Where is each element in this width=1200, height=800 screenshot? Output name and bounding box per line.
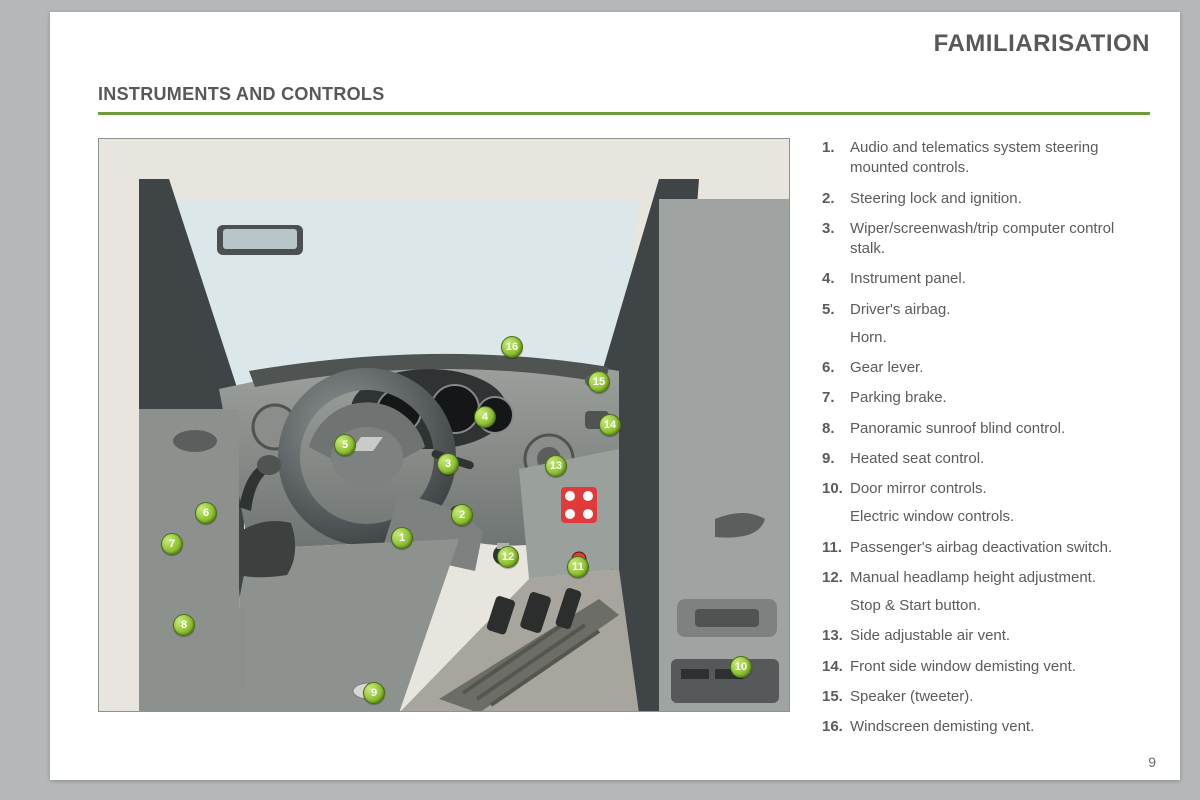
chapter-title: FAMILIARISATION bbox=[934, 30, 1150, 58]
figure-marker-9: 9 bbox=[363, 682, 385, 704]
list-item-text: Audio and telematics system steering mou… bbox=[850, 138, 1152, 179]
figure-marker-13: 13 bbox=[545, 455, 567, 477]
list-item: 13.Side adjustable air vent. bbox=[822, 626, 1152, 646]
figure-marker-8: 8 bbox=[173, 614, 195, 636]
list-item-number: 4. bbox=[822, 269, 850, 289]
list-item-text: Parking brake. bbox=[850, 388, 1152, 408]
list-item-subtext: Electric window controls. bbox=[850, 507, 1152, 527]
figure-marker-15: 15 bbox=[588, 371, 610, 393]
list-item: 7.Parking brake. bbox=[822, 388, 1152, 408]
car-interior-illustration bbox=[99, 139, 790, 712]
section-title: INSTRUMENTS AND CONTROLS bbox=[98, 84, 385, 105]
list-item-number: 6. bbox=[822, 358, 850, 378]
figure-marker-3: 3 bbox=[437, 453, 459, 475]
list-item-text: Driver's airbag. bbox=[850, 300, 1152, 320]
list-item: 11.Passenger's airbag deactivation switc… bbox=[822, 538, 1152, 558]
list-item-number: 8. bbox=[822, 419, 850, 439]
list-item-number: 15. bbox=[822, 687, 850, 707]
list-item-text: Door mirror controls. bbox=[850, 479, 1152, 499]
list-item-text: Heated seat control. bbox=[850, 449, 1152, 469]
figure-marker-4: 4 bbox=[474, 406, 496, 428]
list-item-text: Front side window demisting vent. bbox=[850, 657, 1152, 677]
figure-marker-16: 16 bbox=[501, 336, 523, 358]
figure-marker-14: 14 bbox=[599, 414, 621, 436]
figure-marker-12: 12 bbox=[497, 546, 519, 568]
figure-marker-7: 7 bbox=[161, 533, 183, 555]
list-item: 6.Gear lever. bbox=[822, 358, 1152, 378]
list-item-number: 3. bbox=[822, 219, 850, 260]
list-item: 14.Front side window demisting vent. bbox=[822, 657, 1152, 677]
list-item-text: Wiper/screenwash/trip computer control s… bbox=[850, 219, 1152, 260]
list-item: 9.Heated seat control. bbox=[822, 449, 1152, 469]
list-item: 4.Instrument panel. bbox=[822, 269, 1152, 289]
list-item: 8.Panoramic sunroof blind control. bbox=[822, 419, 1152, 439]
list-item-text: Panoramic sunroof blind control. bbox=[850, 419, 1152, 439]
page-number: 9 bbox=[1148, 754, 1156, 770]
figure-marker-6: 6 bbox=[195, 502, 217, 524]
list-item-number: 9. bbox=[822, 449, 850, 469]
list-item-number: 5. bbox=[822, 300, 850, 320]
list-item-text: Instrument panel. bbox=[850, 269, 1152, 289]
list-item-text: Manual headlamp height adjustment. bbox=[850, 568, 1152, 588]
figure-marker-10: 10 bbox=[730, 656, 752, 678]
list-item-text: Windscreen demisting vent. bbox=[850, 717, 1152, 737]
list-item-text: Side adjustable air vent. bbox=[850, 626, 1152, 646]
list-item-number: 13. bbox=[822, 626, 850, 646]
figure-marker-5: 5 bbox=[334, 434, 356, 456]
list-item-number: 2. bbox=[822, 189, 850, 209]
list-item-text: Passenger's airbag deactivation switch. bbox=[850, 538, 1152, 558]
figure-marker-11: 11 bbox=[567, 556, 589, 578]
manual-page: FAMILIARISATION INSTRUMENTS AND CONTROLS bbox=[50, 12, 1180, 780]
list-item: 10.Door mirror controls. bbox=[822, 479, 1152, 499]
figure-marker-1: 1 bbox=[391, 527, 413, 549]
list-item-number: 7. bbox=[822, 388, 850, 408]
list-item-number: 1. bbox=[822, 138, 850, 179]
list-item-number: 11. bbox=[822, 538, 850, 558]
list-item: 3.Wiper/screenwash/trip computer control… bbox=[822, 219, 1152, 260]
interior-figure: 12345678910111213141516 bbox=[98, 138, 790, 712]
section-rule bbox=[98, 112, 1150, 115]
list-item: 5.Driver's airbag. bbox=[822, 300, 1152, 320]
list-item-text: Steering lock and ignition. bbox=[850, 189, 1152, 209]
list-item: 16.Windscreen demisting vent. bbox=[822, 717, 1152, 737]
list-item-number: 14. bbox=[822, 657, 850, 677]
list-item-text: Speaker (tweeter). bbox=[850, 687, 1152, 707]
figure-marker-2: 2 bbox=[451, 504, 473, 526]
list-item-text: Gear lever. bbox=[850, 358, 1152, 378]
list-item: 1.Audio and telematics system steering m… bbox=[822, 138, 1152, 179]
list-item-number: 12. bbox=[822, 568, 850, 588]
list-item-subtext: Horn. bbox=[850, 328, 1152, 348]
controls-list: 1.Audio and telematics system steering m… bbox=[822, 138, 1152, 747]
list-item-number: 16. bbox=[822, 717, 850, 737]
list-item-number: 10. bbox=[822, 479, 850, 499]
list-item-subtext: Stop & Start button. bbox=[850, 596, 1152, 616]
list-item: 2.Steering lock and ignition. bbox=[822, 189, 1152, 209]
list-item: 15.Speaker (tweeter). bbox=[822, 687, 1152, 707]
list-item: 12.Manual headlamp height adjustment. bbox=[822, 568, 1152, 588]
